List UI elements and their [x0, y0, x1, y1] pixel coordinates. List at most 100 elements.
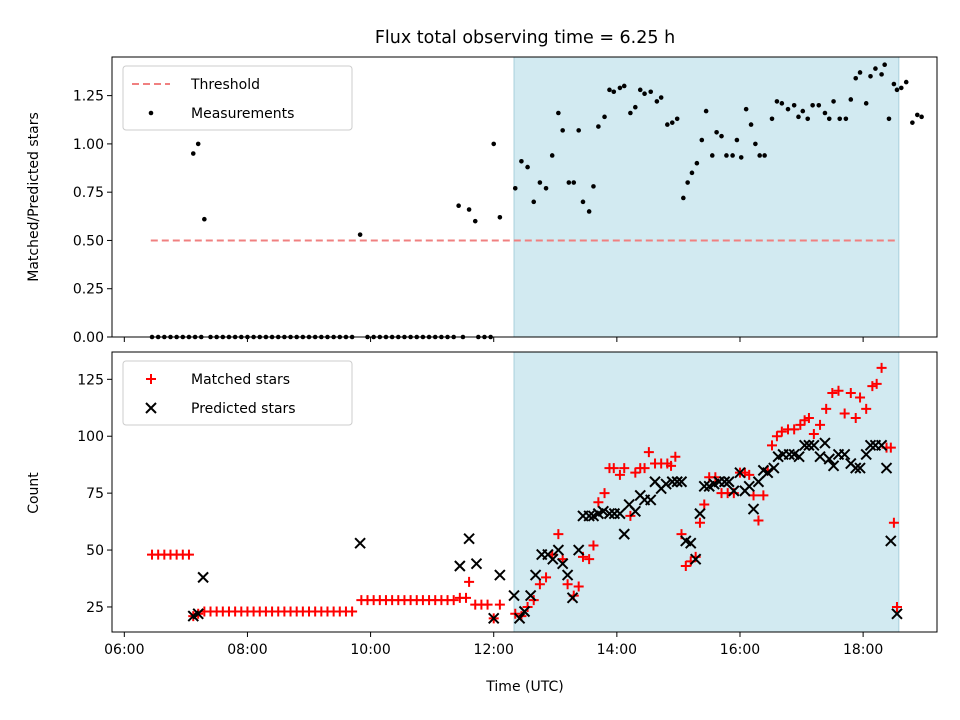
measurement-point	[903, 79, 909, 85]
matched-point	[753, 515, 764, 526]
predicted-point	[614, 507, 626, 520]
matched-point	[827, 387, 838, 398]
matched-point	[666, 460, 677, 471]
measurement-point	[848, 97, 854, 102]
y-tick-label: 0.25	[73, 282, 104, 298]
top-y-axis-label: Matched/Predicted stars	[26, 112, 42, 282]
predicted-point	[698, 480, 710, 493]
measurement-point	[882, 62, 887, 68]
matched-point	[584, 554, 595, 565]
predicted-point	[513, 612, 526, 625]
predicted-point	[743, 480, 755, 493]
measurement-point	[556, 110, 561, 116]
predicted-point	[508, 589, 520, 602]
predicted-point	[803, 439, 815, 452]
matched-point	[347, 606, 358, 617]
measurement-point	[886, 116, 892, 122]
predicted-point	[556, 557, 569, 570]
legend-label: Predicted stars	[191, 401, 296, 417]
measurement-point	[724, 153, 729, 158]
measurement-point	[611, 89, 617, 95]
measurement-point	[738, 155, 744, 160]
matched-point	[461, 592, 472, 603]
y-tick-label: 0.50	[73, 233, 104, 249]
measurement-point	[743, 106, 749, 112]
x-axis-label: Time (UTC)	[485, 679, 563, 695]
predicted-point	[645, 494, 657, 506]
matched-point	[562, 579, 573, 590]
x-tick-label: 12:00	[474, 642, 514, 658]
chart-title: Flux total observing time = 6.25 h	[375, 28, 675, 48]
measurement-point	[491, 141, 497, 147]
measurement-point	[796, 114, 801, 120]
observing-window-shade	[513, 351, 900, 633]
matched-point	[553, 529, 564, 540]
measurement-point	[843, 116, 849, 122]
measurement-point	[357, 232, 363, 237]
panel-1: 0.00 0.25 0.50 0.75 1.00 1.25 Threshold Measure…	[73, 56, 938, 346]
legend-measurement-swatch	[148, 110, 154, 116]
measurement-point	[576, 128, 581, 133]
matched-point	[850, 413, 861, 424]
panel-2: 25 50 75 100 125 06:00 08:00 10:00 12:00 14:00 16:…	[77, 351, 938, 658]
measurement-point	[543, 186, 549, 191]
legend-label: Threshold	[190, 77, 260, 93]
matched-point	[541, 572, 552, 583]
predicted-point	[718, 476, 731, 488]
predicted-point	[529, 569, 542, 581]
legend-predicted-swatch	[145, 402, 157, 414]
measurement-point	[642, 91, 647, 96]
predicted-point	[850, 462, 862, 474]
predicted-point	[793, 451, 805, 463]
measurement-point	[816, 102, 822, 108]
measurement-point	[822, 110, 828, 116]
predicted-point	[618, 528, 630, 540]
predicted-point	[891, 608, 903, 620]
measurement-point	[762, 153, 767, 158]
matched-point	[776, 426, 787, 437]
x-tick-label: 10:00	[350, 642, 390, 658]
measurement-point	[571, 180, 577, 185]
matched-point	[861, 403, 872, 414]
measurement-point	[628, 110, 633, 116]
predicted-point	[819, 437, 831, 449]
matched-point	[821, 403, 832, 414]
matched-point	[845, 387, 856, 398]
predicted-point	[629, 505, 642, 518]
measurement-point	[805, 116, 811, 122]
predicted-point	[488, 612, 500, 625]
measurement-point	[466, 207, 472, 212]
predicted-point	[685, 537, 697, 549]
y-tick-label: 25	[86, 600, 104, 616]
predicted-point	[728, 485, 740, 497]
measurement-point	[779, 101, 785, 106]
x-tick-label: 14:00	[597, 642, 637, 658]
matched-point	[839, 408, 850, 419]
predicted-point	[470, 557, 483, 570]
legend: Threshold Measurements	[122, 65, 353, 131]
measurement-point	[703, 108, 709, 114]
predicted-point	[675, 476, 688, 488]
y-tick-label: 0.00	[73, 330, 104, 346]
predicted-point	[814, 451, 826, 463]
measurement-point	[719, 133, 724, 139]
predicted-point	[827, 460, 840, 472]
measurement-point	[689, 170, 695, 176]
y-tick-label: 125	[77, 372, 104, 388]
matched-point	[494, 599, 505, 610]
predicted-point	[875, 439, 888, 452]
x-tick-label: 18:00	[843, 642, 883, 658]
measurement-point	[914, 112, 920, 118]
measurement-point	[560, 128, 565, 133]
measurement-point	[694, 160, 700, 166]
measurement-point	[202, 216, 207, 222]
predicted-point	[597, 505, 610, 518]
measurement-point	[837, 116, 843, 122]
measurement-point	[785, 106, 791, 112]
matched-point	[643, 447, 654, 458]
y-tick-label: 0.75	[73, 185, 104, 201]
predicted-point	[583, 510, 595, 522]
measurement-point	[596, 124, 601, 129]
matched-point	[670, 451, 681, 462]
predicted-point	[463, 532, 475, 545]
